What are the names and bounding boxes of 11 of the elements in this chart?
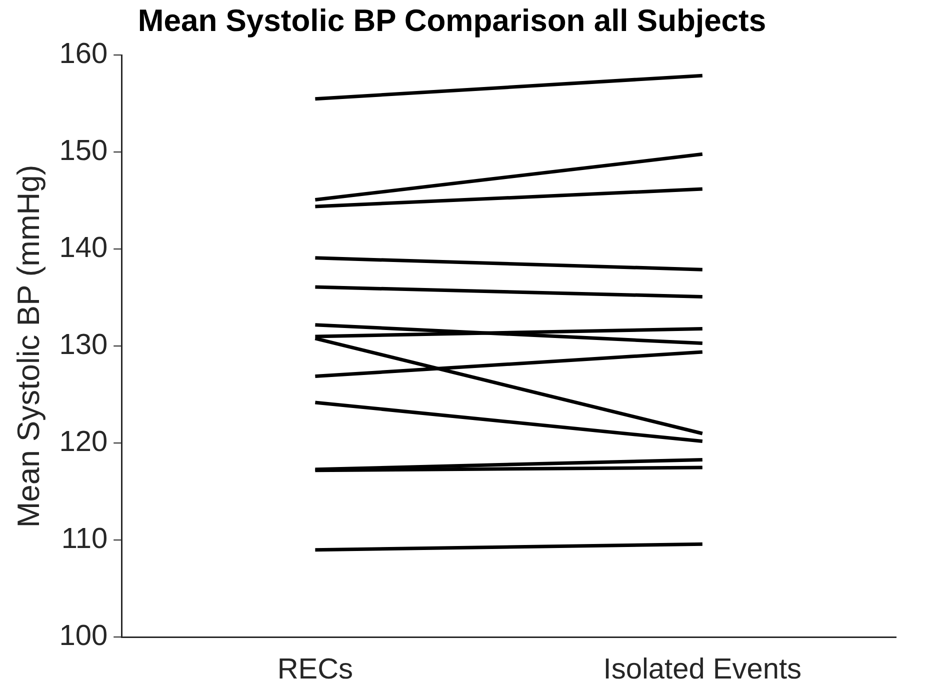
y-tick-label: 140 [59,232,108,264]
y-axis-title: Mean Systolic BP (mmHg) [11,164,46,528]
chart-title: Mean Systolic BP Comparison all Subjects [138,3,766,38]
y-tick-label: 110 [61,523,108,556]
y-tick-label: 100 [59,620,108,652]
y-tick-label: 150 [59,135,108,168]
y-tick-label: 130 [59,329,108,362]
y-tick-label: 160 [59,38,108,70]
y-tick-label: 120 [59,426,108,458]
x-tick-label: RECs [277,654,354,686]
x-tick-label: Isolated Events [603,654,802,686]
